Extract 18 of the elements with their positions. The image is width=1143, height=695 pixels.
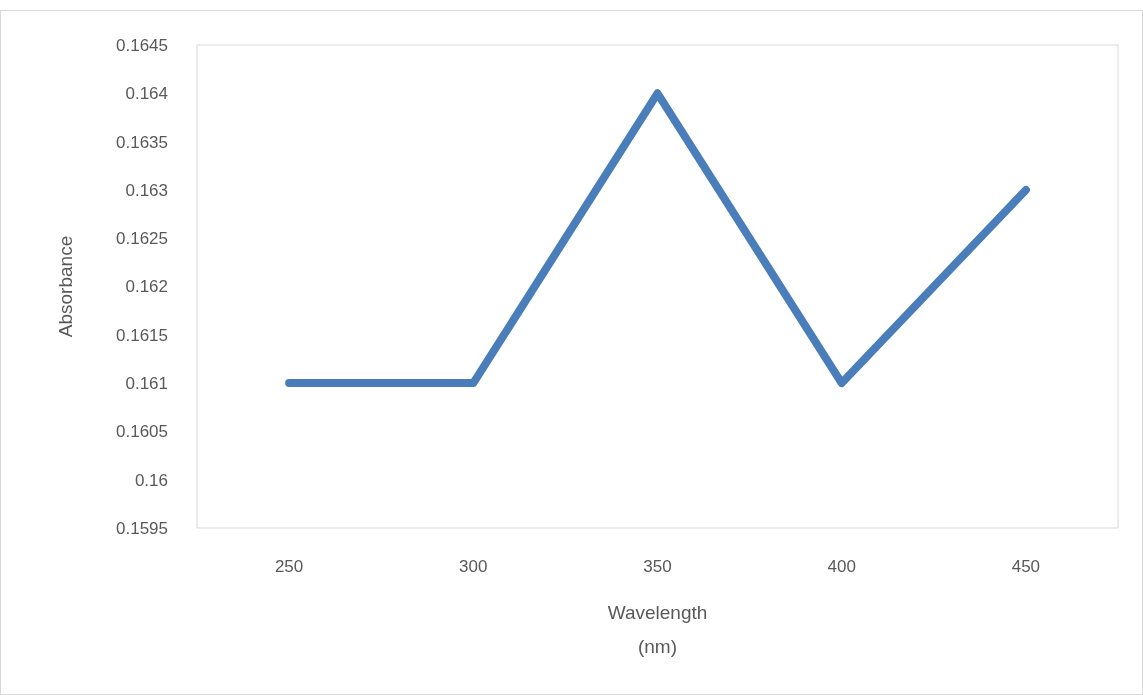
- y-tick-label: 0.1615: [116, 325, 168, 345]
- y-axis-title: Absorbance: [55, 235, 76, 338]
- y-tick-label: 0.1605: [116, 422, 168, 442]
- x-tick-label: 450: [1011, 556, 1041, 576]
- y-tick-label: 0.16: [134, 470, 168, 490]
- x-tick-label: 400: [827, 556, 856, 576]
- y-tick-label: 0.1635: [116, 132, 168, 152]
- y-tick-label: 0.1595: [116, 518, 168, 538]
- y-tick-label: 0.161: [125, 374, 168, 394]
- y-tick-label: 0.164: [125, 84, 168, 104]
- x-axis-title: Wavelength (nm): [607, 601, 708, 657]
- x-tick-label: 300: [459, 556, 488, 576]
- y-tick-label: 0.163: [125, 180, 168, 200]
- x-tick-label: 350: [643, 556, 672, 576]
- x-tick-label: 250: [274, 556, 304, 576]
- y-tick-label: 0.1625: [116, 229, 168, 249]
- y-tick-label: 0.162: [125, 277, 168, 297]
- y-tick-label: 0.1645: [116, 35, 168, 55]
